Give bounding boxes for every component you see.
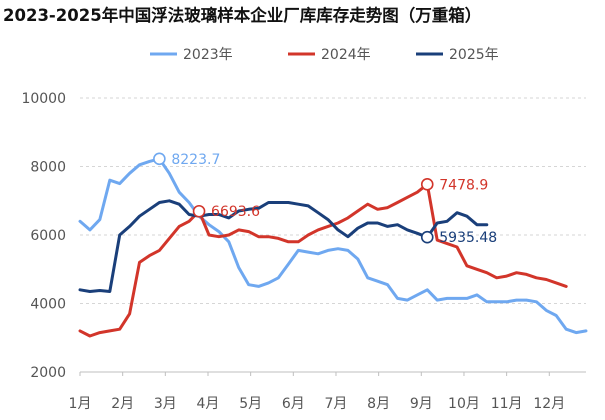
- chart-title: 2023-2025年中国浮法玻璃样本企业厂库库存走势图（万重箱）: [3, 5, 481, 25]
- legend-label: 2024年: [321, 47, 371, 63]
- plot-area: [78, 157, 588, 338]
- series-line: [78, 182, 568, 338]
- y-tick-label: 6000: [30, 228, 66, 244]
- y-tick-label: 10000: [21, 91, 66, 107]
- series-line: [78, 199, 489, 293]
- annotation-marker: [153, 152, 166, 166]
- annotation-marker: [192, 204, 206, 218]
- annotation-marker: [420, 178, 434, 191]
- legend-label: 2023年: [183, 47, 233, 63]
- annotation-label: 6693.6: [211, 204, 260, 220]
- x-tick-label: 8月: [367, 396, 390, 412]
- annotation-label: 5935.48: [439, 230, 497, 246]
- x-tick-label: 6月: [282, 396, 305, 412]
- annotation-marker: [420, 230, 434, 244]
- series-line: [78, 157, 588, 335]
- grid: [80, 97, 586, 373]
- x-tick-label: 7月: [325, 396, 348, 412]
- x-tick-label: 4月: [197, 396, 220, 412]
- annotation-label: 7478.9: [439, 177, 488, 193]
- y-tick-label: 8000: [30, 160, 66, 176]
- annotation-label: 8223.7: [171, 152, 220, 168]
- x-tick-label: 12月: [533, 396, 565, 412]
- y-tick-label: 4000: [30, 297, 66, 313]
- legend: 2023年 2024年 2025年: [150, 47, 499, 63]
- y-tick-label: 2000: [30, 365, 66, 381]
- legend-label: 2025年: [449, 47, 499, 63]
- x-tick-label: 2月: [111, 396, 134, 412]
- x-tick-label: 10月: [448, 396, 480, 412]
- x-tick-label: 3月: [154, 396, 177, 412]
- annotations: 8223.7 6693.6 7478.9 5935.48: [153, 152, 497, 246]
- x-tick-label: 5月: [239, 396, 262, 412]
- x-tick-label: 1月: [69, 396, 92, 412]
- x-tick-label: 9月: [410, 396, 433, 412]
- y-axis: 2000 4000 6000 8000 10000: [21, 91, 66, 381]
- x-tick-label: 11月: [491, 396, 523, 412]
- x-axis: 1月 2月 3月 4月 5月 6月 7月 8月 9月 10月 11月 12月: [69, 372, 565, 412]
